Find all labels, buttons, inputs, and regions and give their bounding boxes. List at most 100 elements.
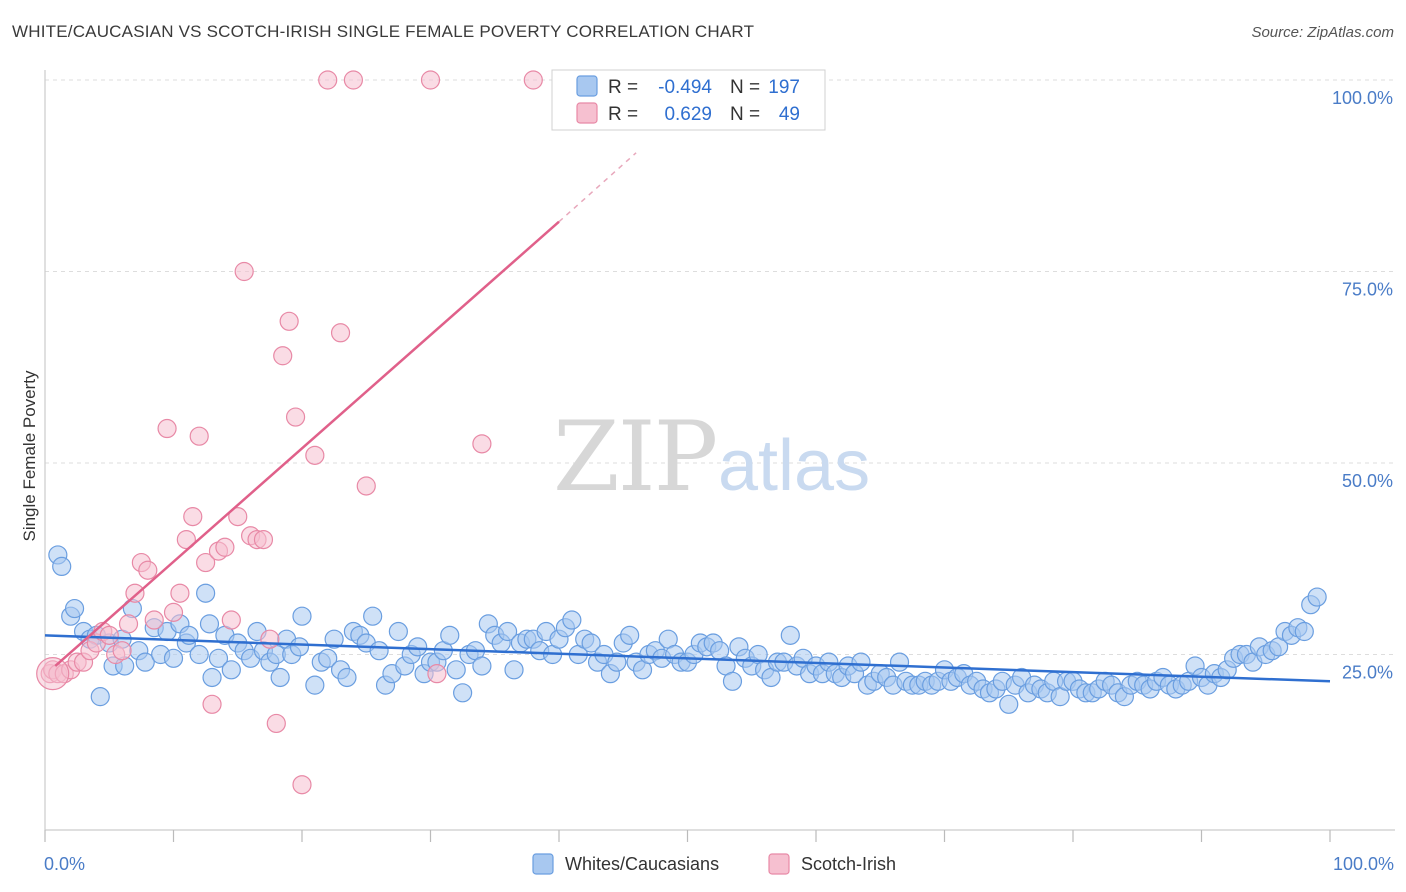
point-whites-18 [163,648,184,668]
point-whites-90 [620,625,640,645]
point-whites-28 [221,660,241,680]
point-scotch-33 [253,529,274,550]
point-whites-67 [472,656,492,676]
point-scotch-29 [228,507,248,527]
point-scotch-45 [420,70,441,90]
legend-r-value-whites: -0.494 [658,77,712,98]
bottom-legend-label-whites: Whites/Caucasians [565,854,719,874]
point-scotch-44 [356,476,376,496]
point-whites-149 [999,694,1019,714]
point-whites-63 [446,660,466,680]
point-scotch-39 [292,775,312,795]
point-scotch-22 [183,507,203,527]
trend-lines [44,152,1331,683]
point-scotch-41 [318,70,338,90]
point-scotch-40 [305,445,325,465]
y-tick-labels: 25.0% 50.0% 75.0% 100.0% [1332,88,1393,683]
point-scotch-10 [99,625,119,645]
x-tick-label-left: 0.0% [44,854,85,874]
legend-r-label-whites: R = [608,77,638,98]
x-axis-ticks [44,830,1331,842]
point-scotch-48 [523,70,543,90]
point-whites-62 [440,625,460,645]
point-whites-84 [581,633,601,653]
trend-line-whites [44,634,1331,683]
point-scotch-13 [118,614,139,634]
point-scotch-42 [330,323,351,343]
point-scotch-12 [112,641,132,661]
point-whites-54 [388,621,408,642]
point-scotch-37 [279,311,299,331]
legend-r-label-scotch: R = [608,104,638,125]
point-whites-3 [64,598,85,619]
watermark-zip: ZIP [553,401,716,513]
legend-n-label-whites: N = [730,77,760,98]
y-axis-label: Single Female Poverty [20,370,39,542]
point-whites-41 [305,675,325,695]
point-whites-26 [208,648,229,668]
point-scotch-43 [343,70,363,90]
legend-n-label-scotch: N = [730,104,760,125]
y-tick-label-25: 25.0% [1342,663,1393,683]
point-whites-71 [498,621,518,642]
point-whites-7 [90,687,110,707]
point-scotch-47 [472,434,492,454]
legend-swatch-whites [576,75,598,97]
y-tick-label-75: 75.0% [1342,280,1393,300]
x-tick-label-right: 100.0% [1333,854,1394,874]
y-tick-label-100: 100.0% [1332,88,1393,108]
point-whites-14 [135,652,155,672]
point-whites-51 [369,641,389,661]
y-tick-label-50: 50.0% [1342,471,1393,491]
legend-swatch-scotch [576,102,598,124]
bottom-legend-swatch-scotch [768,853,790,875]
point-whites-64 [453,683,473,703]
point-scotch-21 [176,529,196,550]
point-whites-72 [504,660,524,680]
point-whites-1 [52,556,72,577]
point-scotch-36 [273,346,293,366]
legend-n-value-scotch: 49 [779,104,800,125]
point-scotch-25 [202,694,222,714]
point-whites-197 [1307,587,1327,607]
point-whites-24 [199,614,220,634]
point-whites-195 [1294,621,1314,642]
point-whites-25 [202,667,222,688]
point-whites-44 [324,629,344,649]
point-scotch-30 [234,261,254,282]
point-scotch-19 [163,602,184,622]
chart-source: Source: ZipAtlas.com [1251,24,1394,41]
series-scotch-irish [36,70,543,795]
point-whites-46 [337,667,357,688]
bottom-legend-label-scotch: Scotch-Irish [801,854,896,874]
point-whites-88 [607,652,627,672]
point-scotch-28 [221,610,241,630]
point-whites-22 [189,644,209,665]
point-scotch-16 [138,560,158,580]
point-whites-126 [851,652,871,672]
point-whites-115 [780,625,800,645]
point-whites-40 [292,606,312,626]
point-scotch-35 [266,713,286,734]
point-whites-23 [196,583,216,603]
point-scotch-24 [196,552,216,573]
chart-title: WHITE/CAUCASIAN VS SCOTCH-IRISH SINGLE F… [12,22,755,41]
watermark-atlas: atlas [718,426,870,506]
point-scotch-23 [189,426,209,446]
legend-n-value-whites: 197 [768,77,800,98]
bottom-legend-swatch-whites [532,853,554,875]
point-whites-106 [722,671,743,691]
series-legend: Whites/Caucasians Scotch-Irish [532,853,896,875]
stats-legend: R = -0.494 N = 197 R = 0.629 N = 49 [551,69,826,131]
point-scotch-cluster [36,657,70,691]
series-whites-caucasians [48,545,1327,714]
legend-r-value-scotch: 0.629 [664,104,712,125]
trend-line-scotch [54,220,560,667]
point-whites-50 [363,606,383,626]
point-scotch-17 [144,610,164,630]
point-scotch-27 [215,537,235,557]
point-scotch-38 [285,407,306,427]
point-scotch-14 [125,583,145,603]
point-whites-57 [408,637,428,657]
